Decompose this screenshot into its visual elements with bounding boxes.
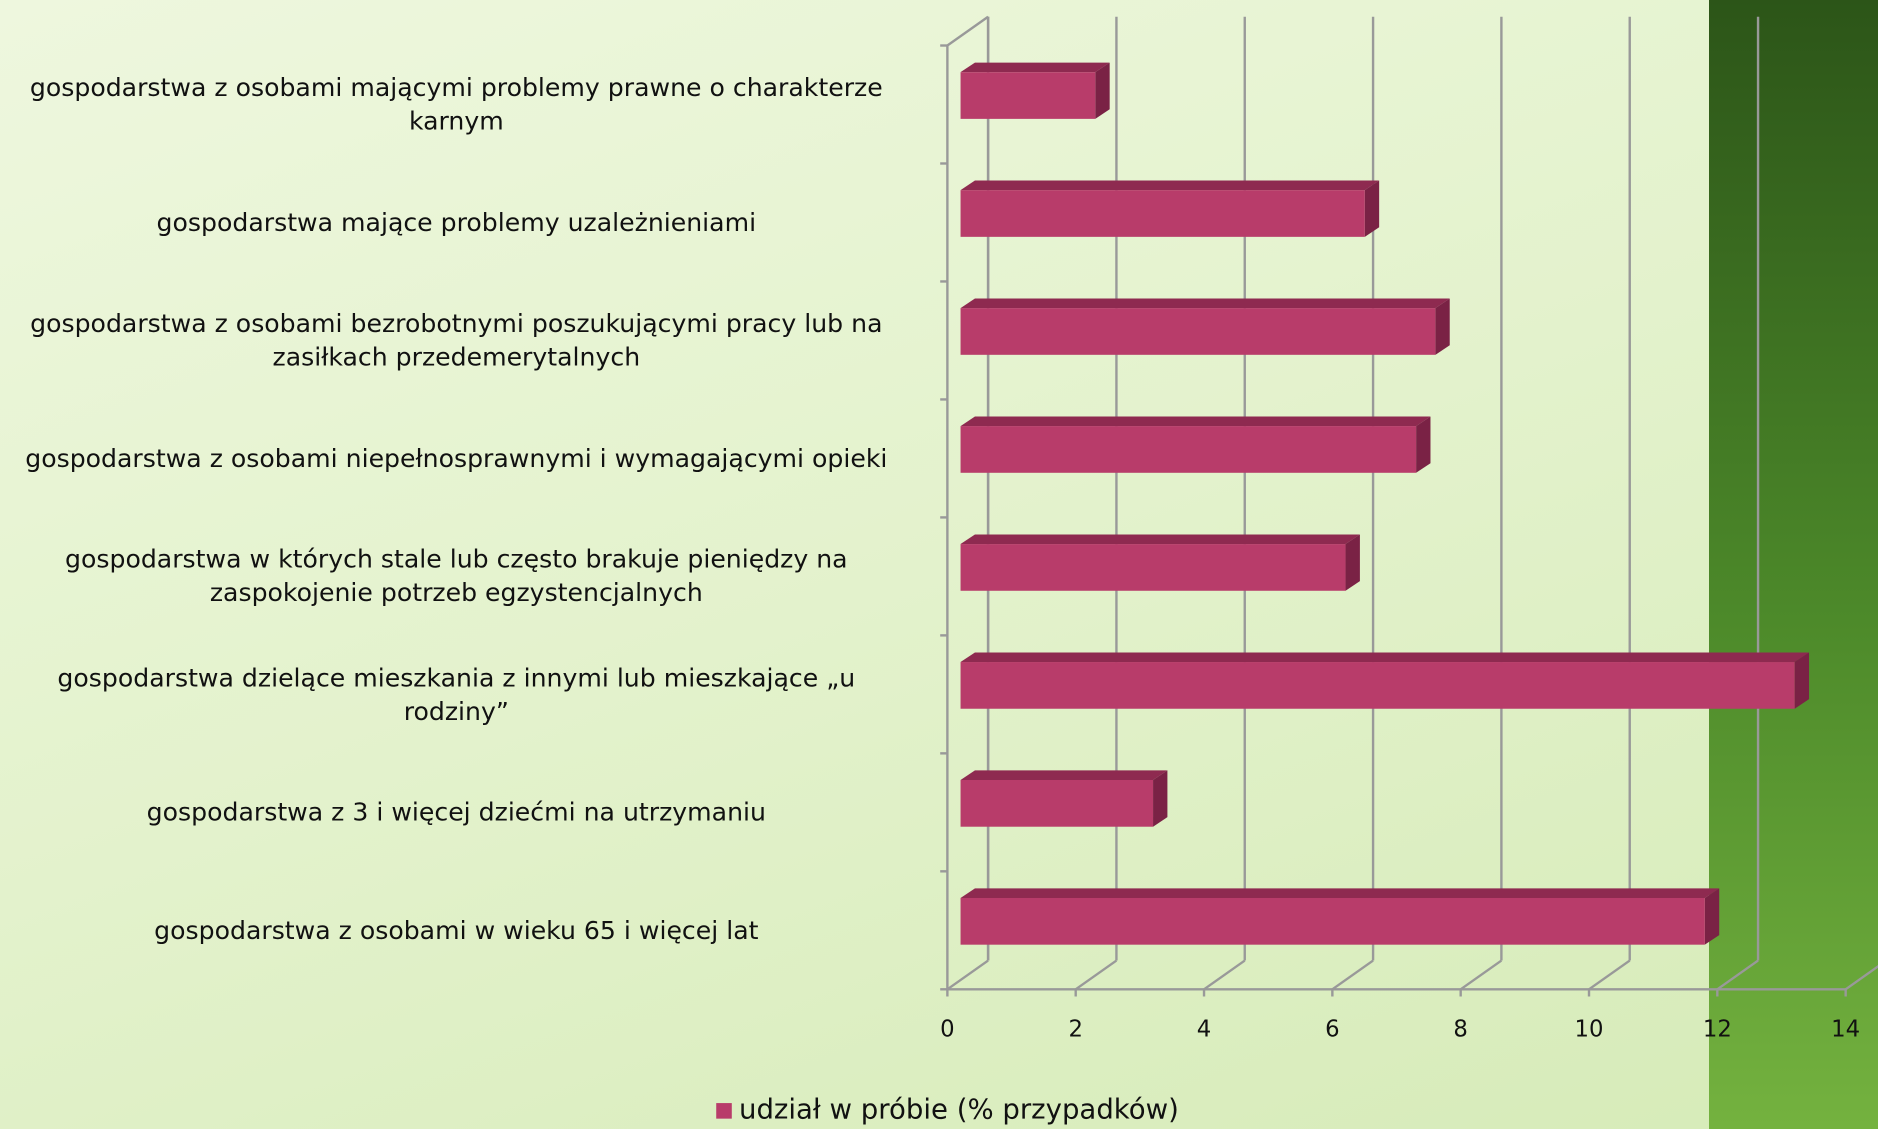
bar-side (1795, 652, 1809, 708)
bar (961, 544, 1346, 591)
legend: udział w próbie (% przypadków) (716, 1095, 1179, 1126)
y-tick-label: gospodarstwa z 3 i więcej dziećmi na utr… (1, 796, 911, 830)
bar-top (961, 652, 1809, 662)
bar (961, 898, 1705, 945)
grid-line (1846, 961, 1878, 990)
grid-line (1461, 961, 1502, 990)
grid-line (1076, 961, 1117, 990)
bar (961, 426, 1417, 473)
x-tick-label: 6 (1325, 1017, 1339, 1043)
chart-area: 0 2 4 6 8 10 12 14 udział w próbie (% przypadkó… (0, 0, 1878, 1129)
grid-line (1717, 961, 1758, 990)
bar (961, 72, 1096, 119)
bar-top (961, 299, 1450, 309)
grid-line (1589, 961, 1630, 990)
y-tick-label: gospodarstwa dzielące mieszkania z innym… (1, 661, 911, 728)
x-tick-label: 4 (1197, 1017, 1211, 1043)
bar-top (961, 181, 1380, 191)
y-tick-label: gospodarstwa z osobami bezrobotnymi posz… (1, 307, 911, 374)
legend-label: udział w próbie (% przypadków) (739, 1095, 1179, 1126)
y-tick-label: gospodarstwa z osobami mającymi problemy… (1, 71, 911, 138)
bar-top (961, 770, 1168, 780)
legend-swatch (716, 1102, 732, 1118)
x-tick-label: 2 (1068, 1017, 1082, 1043)
bar (961, 308, 1436, 355)
bar-side (1153, 770, 1167, 826)
bar-top (961, 417, 1431, 427)
grid-line (947, 961, 988, 990)
y-tick-label: gospodarstwa mające problemy uzależnieni… (1, 206, 911, 240)
y-tick-label: gospodarstwa z osobami niepełnosprawnymi… (1, 442, 911, 476)
bar-side (1095, 63, 1109, 119)
bar-side (1346, 534, 1360, 590)
bar-top (961, 888, 1720, 898)
x-tick-label: 0 (940, 1017, 954, 1043)
bar-side (1705, 888, 1719, 944)
x-tick-label: 8 (1453, 1017, 1467, 1043)
bar (961, 780, 1153, 827)
axis-line (947, 17, 988, 46)
y-tick-label: gospodarstwa z osobami w wieku 65 i więc… (1, 914, 911, 948)
x-tick-label: 12 (1703, 1017, 1732, 1043)
bar-side (1416, 417, 1430, 473)
x-tick-label: 14 (1831, 1017, 1860, 1043)
bar (961, 190, 1365, 237)
x-tick-label: 10 (1575, 1017, 1604, 1043)
bar-side (1365, 181, 1379, 237)
y-tick-label: gospodarstwa w których stale lub często … (1, 543, 911, 610)
bar-side (1435, 299, 1449, 355)
bar-top (961, 534, 1360, 544)
grid-line (1204, 961, 1245, 990)
page: {"chart_data":{"type":"bar","orientation… (0, 0, 1878, 1129)
grid-line (1332, 961, 1373, 990)
bar (961, 662, 1795, 709)
bar-top (961, 63, 1110, 73)
